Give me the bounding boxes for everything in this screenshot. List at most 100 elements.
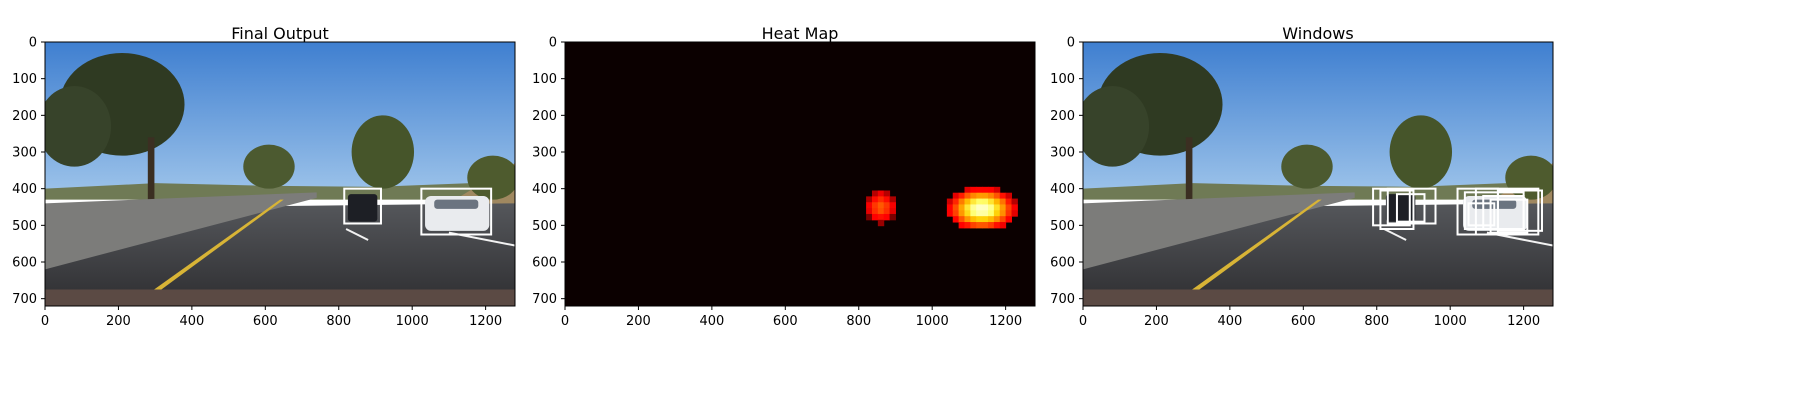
search-window-box: [1482, 195, 1525, 230]
heat-cell: [999, 222, 1007, 229]
y-tick-label: 400: [1050, 182, 1075, 197]
heat-cell: [999, 204, 1007, 211]
heat-cell: [970, 216, 977, 223]
search-window-box: [1467, 202, 1496, 227]
heat-cell: [871, 213, 879, 221]
heat-cell: [982, 198, 989, 205]
heat-cell: [982, 204, 989, 211]
heat-cell: [976, 204, 983, 211]
x-tick-label: 800: [326, 314, 351, 329]
y-tick-label: 500: [1050, 219, 1075, 234]
road-scene-photo: [45, 42, 515, 306]
search-window-box: [1489, 198, 1529, 234]
heat-cell: [877, 213, 885, 221]
y-tick-label: 400: [12, 182, 37, 197]
heat-cell: [999, 198, 1007, 205]
heat-cell: [877, 202, 885, 209]
heat-cell: [1011, 204, 1018, 211]
heat-cell: [958, 198, 965, 205]
heat-cell: [889, 196, 896, 203]
heat-cell: [993, 222, 1001, 229]
heat-cell: [958, 216, 965, 223]
search-window-box: [1496, 189, 1543, 232]
heat-cell: [952, 216, 960, 223]
heat-cell: [988, 216, 995, 223]
search-window-box: [1395, 193, 1426, 223]
y-tick-label: 700: [12, 292, 37, 307]
x-tick-label: 600: [1291, 314, 1316, 329]
y-tick-label: 500: [12, 219, 37, 234]
panel-final-output: 0 200 400 600 800 1000 1200 0 100 200 300 400 500 600…: [0, 0, 600, 400]
heat-cell: [883, 196, 891, 203]
search-window-box: [1474, 187, 1540, 236]
heat-cell: [952, 210, 960, 217]
heat-cell: [993, 192, 1001, 200]
heat-cell: [964, 204, 971, 211]
heat-cell: [889, 208, 896, 215]
heat-cell: [988, 222, 995, 229]
heat-cell: [952, 198, 960, 205]
heat-cell: [958, 210, 965, 217]
search-window-box: [1386, 187, 1437, 225]
y-tick-label: 700: [532, 292, 557, 307]
heat-cell: [952, 192, 960, 200]
heat-cell: [958, 222, 965, 229]
axes-frame: [44, 41, 516, 307]
heat-cell: [958, 192, 965, 200]
detection-box: [343, 187, 382, 225]
heat-cell: [970, 210, 977, 217]
x-tick-label: 800: [1364, 314, 1389, 329]
x-tick-label: 200: [626, 314, 651, 329]
y-tick-label: 100: [532, 72, 557, 87]
heat-cell: [976, 186, 983, 194]
heat-cell: [993, 216, 1001, 223]
heat-cell: [970, 198, 977, 205]
heat-cell: [889, 202, 896, 209]
y-tick-label: 700: [1050, 292, 1075, 307]
x-tick-label: 0: [41, 314, 49, 329]
detection-box: [420, 187, 493, 236]
heat-cell: [958, 204, 965, 211]
heat-cell: [877, 219, 885, 227]
x-tick-label: 0: [561, 314, 569, 329]
heat-cell: [976, 192, 983, 200]
heat-cell: [976, 216, 983, 223]
heat-cell: [999, 192, 1007, 200]
heat-cell: [883, 208, 891, 215]
y-tick-label: 300: [1050, 146, 1075, 161]
y-tick-label: 100: [12, 72, 37, 87]
x-tick-label: 400: [179, 314, 204, 329]
heat-cell: [976, 198, 983, 205]
x-tick-label: 1000: [1434, 314, 1467, 329]
heat-cell: [866, 202, 873, 209]
panel-title: Windows: [1282, 24, 1354, 43]
heat-cell: [993, 204, 1001, 211]
x-tick-label: 200: [1144, 314, 1169, 329]
heat-cell: [982, 192, 989, 200]
heat-cell: [982, 222, 989, 229]
heat-cell: [871, 208, 879, 215]
heat-cell: [988, 198, 995, 205]
heat-cell: [866, 208, 873, 215]
heat-cell: [883, 202, 891, 209]
image-axes: 0 200 400 600 800 1000 1200 0 100 200 300 400 500 600…: [532, 36, 1036, 329]
panel-windows: 0 200 400 600 800 1000 1200 0 100 200 300 400 500 600…: [1038, 0, 1638, 400]
y-tick-label: 200: [12, 109, 37, 124]
heat-cell: [946, 204, 954, 211]
panel-heat-map: 0 200 400 600 800 1000 1200 0 100 200 300 400 500 600…: [520, 0, 1120, 400]
x-tick-label: 600: [773, 314, 798, 329]
heat-cell: [970, 222, 977, 229]
x-tick-label: 1200: [1507, 314, 1540, 329]
heat-cell: [866, 213, 873, 221]
heat-cell: [946, 210, 954, 217]
heat-cell: [871, 202, 879, 209]
heat-cell: [889, 213, 896, 221]
heat-cell: [866, 196, 873, 203]
y-tick-label: 300: [12, 146, 37, 161]
search-window-box: [1379, 189, 1415, 230]
heat-cell: [970, 186, 977, 194]
heat-cell: [993, 210, 1001, 217]
heat-cell: [871, 190, 879, 197]
heat-cell: [964, 198, 971, 205]
y-tick-label: 500: [532, 219, 557, 234]
